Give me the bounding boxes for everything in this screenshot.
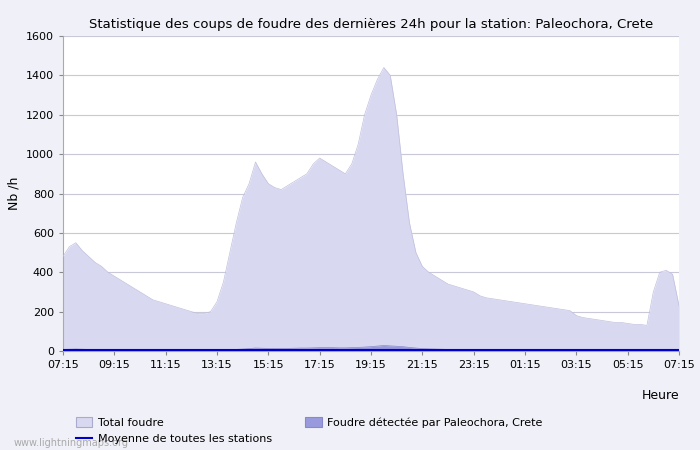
- Text: Heure: Heure: [641, 389, 679, 402]
- Text: www.lightningmaps.org: www.lightningmaps.org: [14, 438, 129, 448]
- Y-axis label: Nb /h: Nb /h: [7, 177, 20, 210]
- Legend: Total foudre, Moyenne de toutes les stations, Foudre détectée par Paleochora, Cr: Total foudre, Moyenne de toutes les stat…: [76, 417, 542, 445]
- Title: Statistique des coups de foudre des dernières 24h pour la station: Paleochora, C: Statistique des coups de foudre des dern…: [89, 18, 653, 31]
